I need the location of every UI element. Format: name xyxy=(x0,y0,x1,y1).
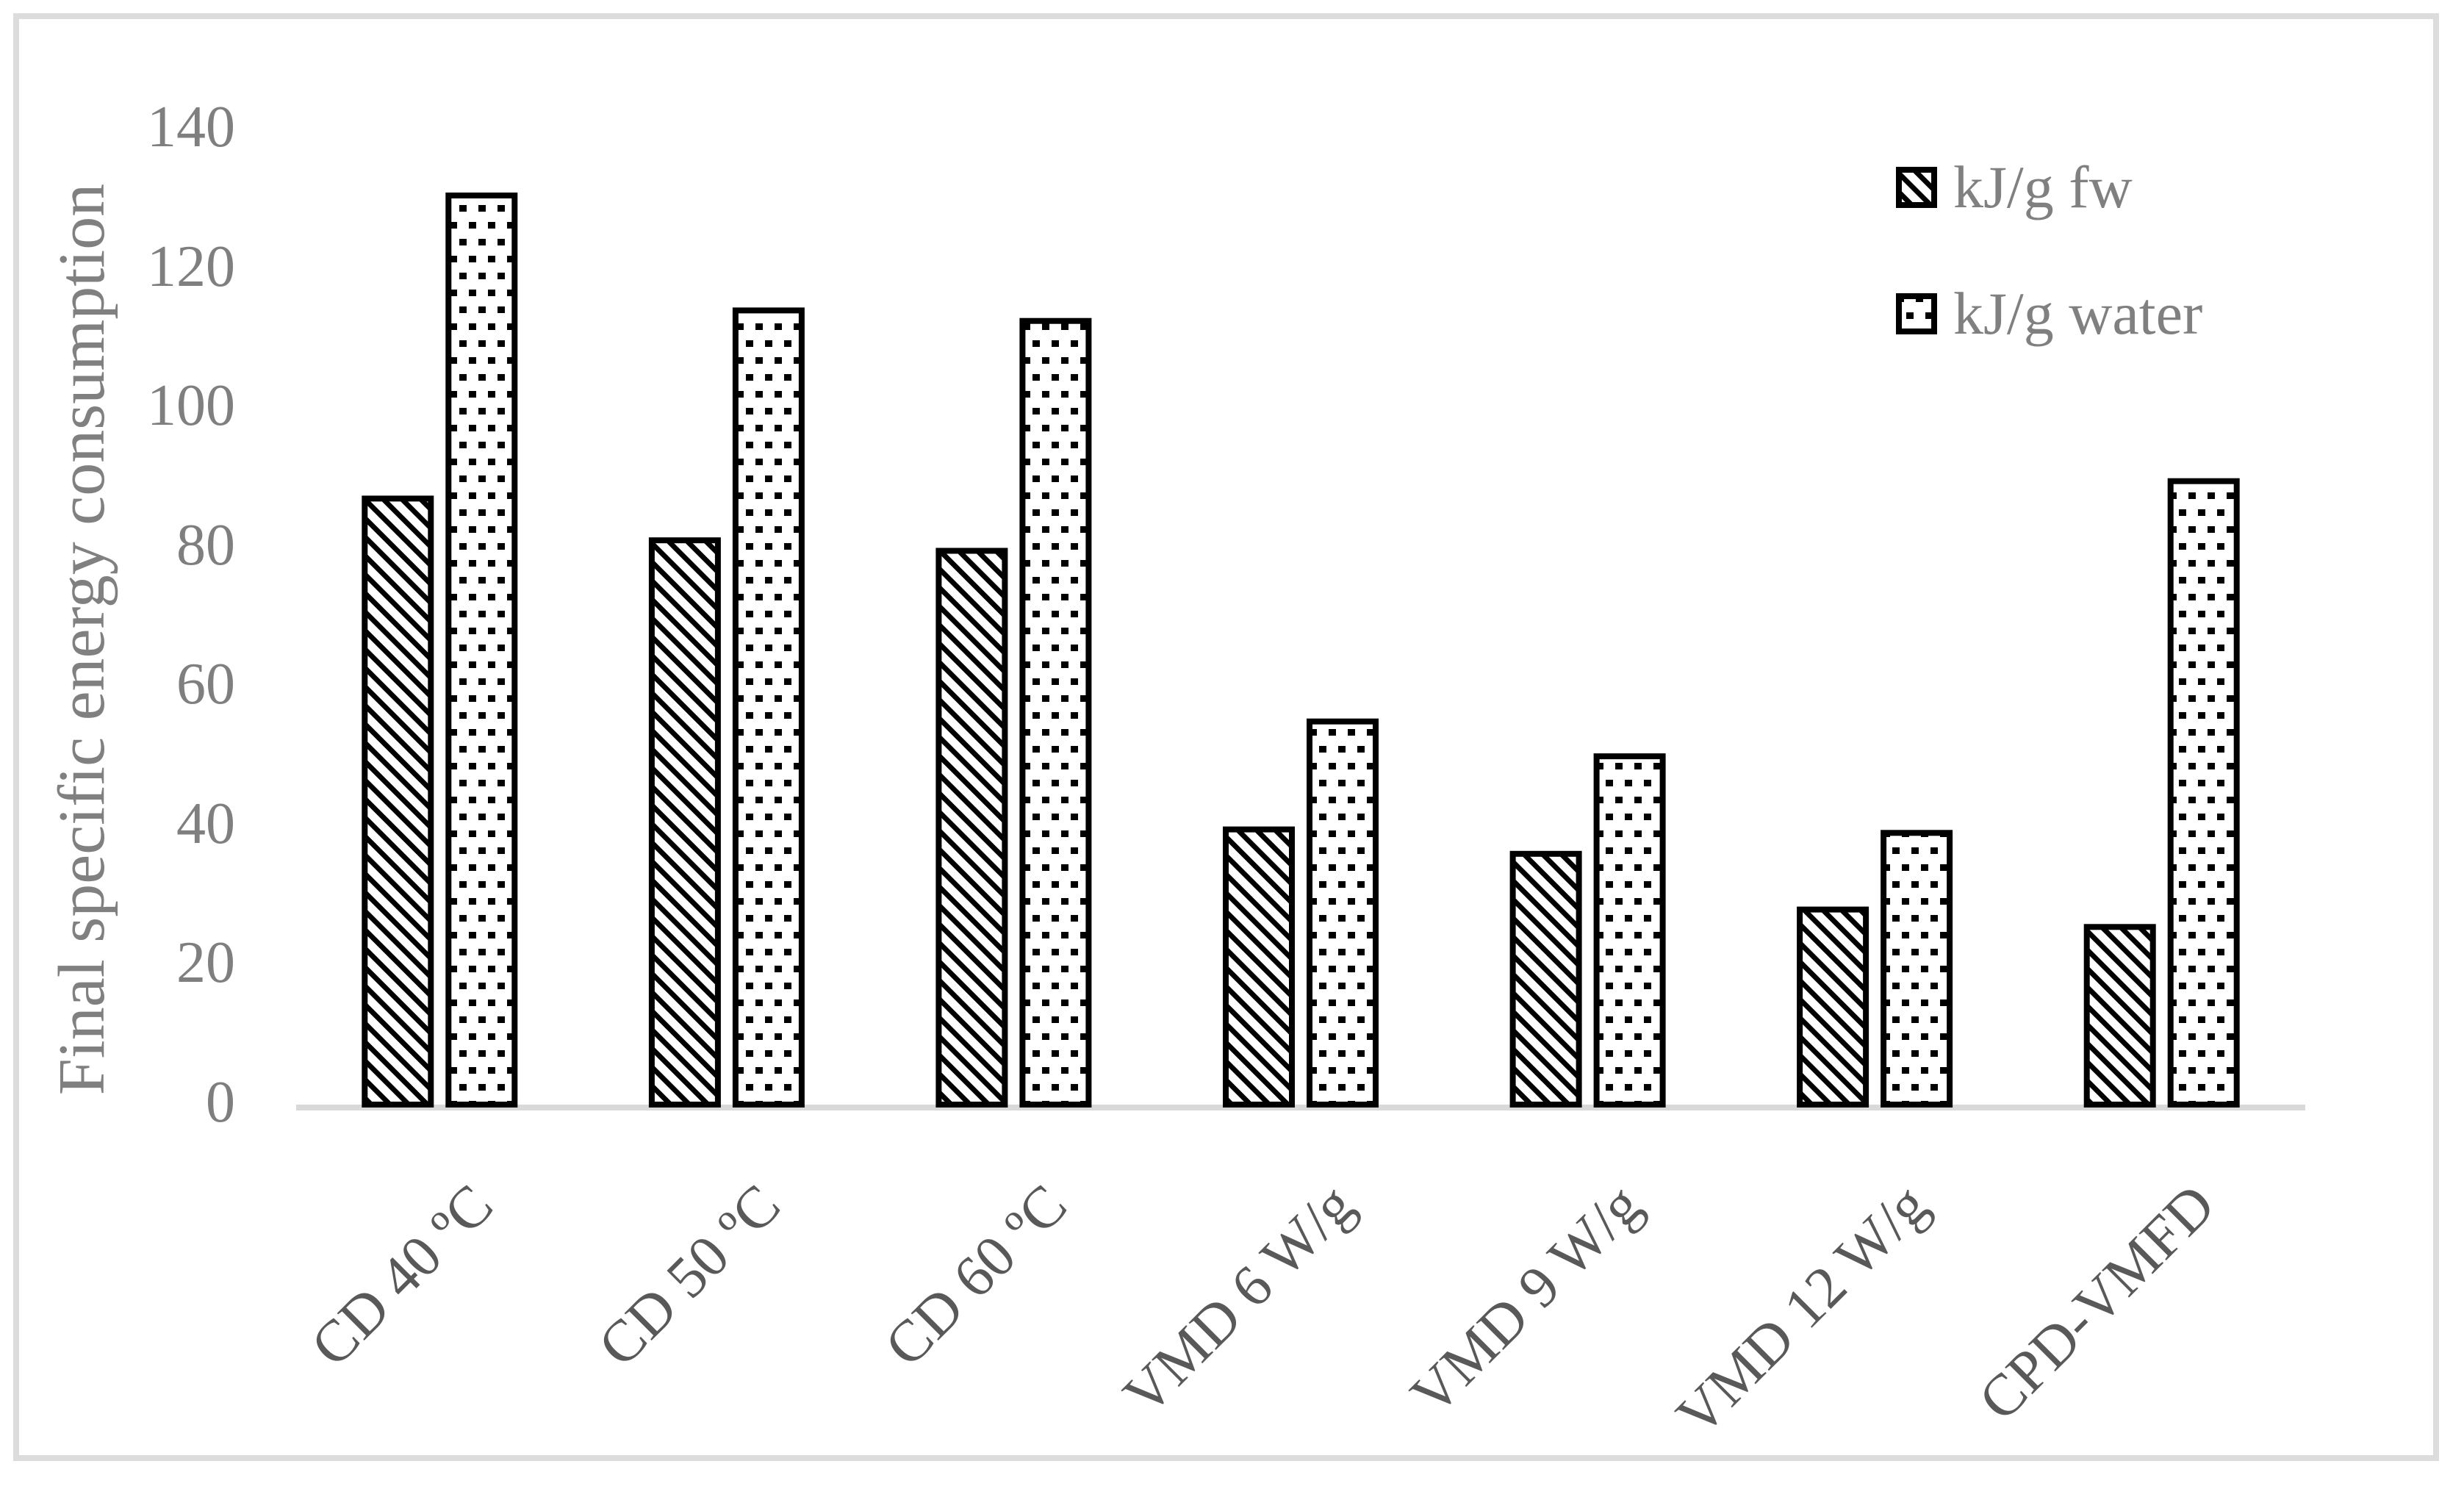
y-tick-label-100: 100 xyxy=(147,373,235,438)
y-tick-label-40: 40 xyxy=(176,791,235,856)
y-tick-label-60: 60 xyxy=(176,652,235,717)
bar-kj-g-fw-vmd-12-w-g xyxy=(1797,906,1869,1108)
bar-kj-g-fw-cd-50-c xyxy=(648,537,721,1108)
y-axis-title: Final specific energy consumption xyxy=(46,183,118,1096)
bar-kj-g-fw-vmd-6-w-g xyxy=(1223,826,1295,1108)
bar-kj-g-fw-cd-60-c xyxy=(935,548,1008,1108)
legend-swatch-dot-grid-icon xyxy=(1896,293,1937,334)
bar-kj-g-fw-cpd-vmfd xyxy=(2083,924,2156,1108)
legend-item-kj-g-fw: kJ/g fw xyxy=(1896,157,2133,218)
bars-layer xyxy=(362,193,2240,1108)
y-tick-label-0: 0 xyxy=(206,1069,235,1135)
bar-kj-g-water-cpd-vmfd xyxy=(2167,478,2240,1108)
legend-swatch-diagonal-hatch-icon xyxy=(1896,167,1937,208)
y-tick-label-120: 120 xyxy=(147,234,235,299)
bar-kj-g-water-cd-50-c xyxy=(732,307,805,1108)
y-tick-label-20: 20 xyxy=(176,930,235,996)
y-tick-label-140: 140 xyxy=(147,94,235,159)
x-axis-line xyxy=(296,1105,2305,1110)
bar-kj-g-fw-cd-40-c xyxy=(362,495,434,1108)
y-tick-label-80: 80 xyxy=(176,512,235,578)
bar-kj-g-water-vmd-12-w-g xyxy=(1881,830,1953,1108)
bar-kj-g-fw-vmd-9-w-g xyxy=(1509,850,1582,1108)
bar-kj-g-water-cd-40-c xyxy=(445,193,518,1108)
bar-kj-g-water-cd-60-c xyxy=(1019,317,1092,1108)
legend-item-kj-g-water: kJ/g water xyxy=(1896,284,2202,344)
legend-label: kJ/g fw xyxy=(1953,154,2133,220)
bar-kj-g-water-vmd-9-w-g xyxy=(1593,753,1666,1108)
bar-kj-g-water-vmd-6-w-g xyxy=(1307,718,1379,1108)
legend-label: kJ/g water xyxy=(1953,280,2203,347)
